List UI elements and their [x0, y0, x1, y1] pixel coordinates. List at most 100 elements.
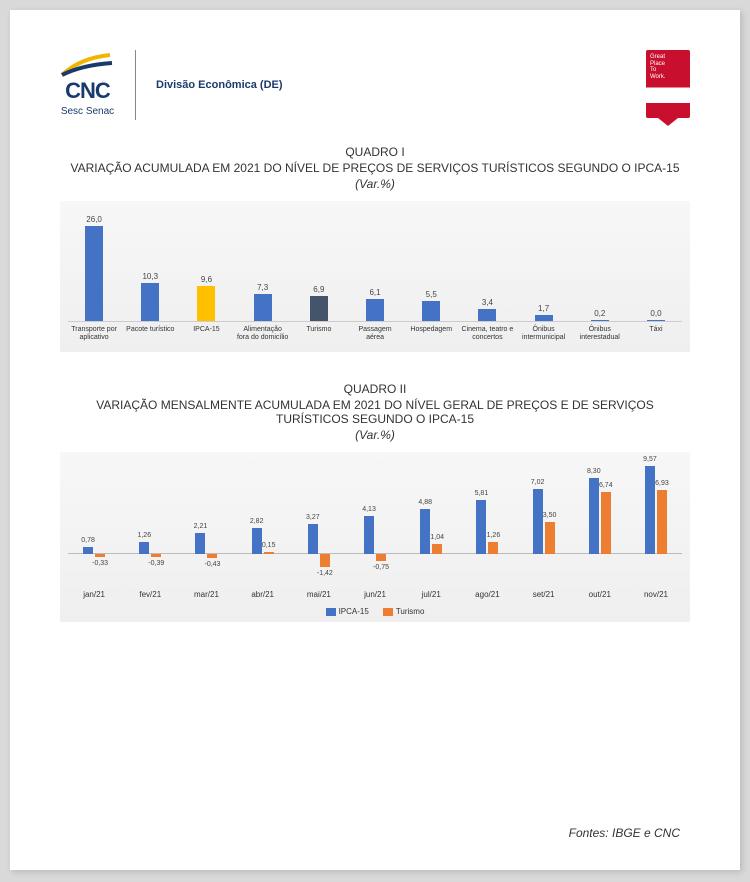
bar-value-label: 0,78: [81, 537, 95, 544]
chart2-bar-group: 1,26-0,39: [124, 462, 176, 572]
chart1-label: QUADRO I: [60, 145, 690, 159]
cnc-logo: CNC Sesc Senac: [60, 53, 115, 117]
bar-value-label: -0,75: [373, 564, 389, 571]
chart2-bar-ipca15: 4,13: [364, 516, 374, 554]
bar-value-label: 5,5: [426, 290, 437, 299]
chart1-bar: 10,3: [124, 272, 176, 321]
org-logo-block: CNC Sesc Senac Divisão Econômica (DE): [60, 50, 283, 120]
chart2-legend: IPCA-15Turismo: [68, 607, 682, 616]
bar-value-label: 0,15: [262, 542, 276, 549]
chart2-bar-group: 7,023,50: [518, 462, 570, 572]
chart1-category-label: Transporte por aplicativo: [68, 326, 120, 346]
chart1-category-label: IPCA-15: [180, 326, 232, 346]
chart2-bar-ipca15: 5,81: [476, 500, 486, 553]
chart2-title-block: QUADRO II VARIAÇÃO MENSALMENTE ACUMULADA…: [60, 382, 690, 442]
gptw-badge: Great Place To Work.: [646, 50, 690, 118]
chart1-bar: 6,1: [349, 288, 401, 321]
chart1-subtitle: (Var.%): [60, 177, 690, 191]
bar-value-label: 3,4: [482, 298, 493, 307]
chart1-bar: 9,6: [180, 275, 232, 321]
bar-value-label: 7,3: [257, 283, 268, 292]
chart2-bar-turismo: 1,26: [488, 542, 498, 554]
bar-value-label: 4,88: [418, 499, 432, 506]
chart2-bar-ipca15: 2,21: [195, 533, 205, 553]
chart2-bar-ipca15: 8,30: [589, 478, 599, 554]
bar-value-label: 6,93: [655, 480, 669, 487]
chart2-bars: 0,78-0,331,26-0,392,21-0,432,820,153,27-…: [68, 462, 682, 572]
chart1-categories: Transporte por aplicativoPacote turístic…: [68, 326, 682, 346]
chart2-bar-turismo: 1,04: [432, 544, 442, 554]
chart2-category-label: ago/21: [461, 590, 513, 599]
chart1-category-label: Ônibus interestadual: [574, 326, 626, 346]
chart2-categories: jan/21fev/21mar/21abr/21mai/21jun/21jul/…: [68, 590, 682, 599]
chart2-category-label: mai/21: [293, 590, 345, 599]
bar-rect: [591, 320, 609, 321]
chart2-bar-turismo: -0,75: [376, 554, 386, 561]
chart2-category-label: abr/21: [237, 590, 289, 599]
chart2-title: VARIAÇÃO MENSALMENTE ACUMULADA EM 2021 D…: [60, 398, 690, 426]
bar-value-label: 1,26: [487, 532, 501, 539]
chart2-bar-group: 3,27-1,42: [293, 462, 345, 572]
chart2-bar-turismo: 0,15: [264, 552, 274, 553]
bar-rect: [310, 296, 328, 321]
bar-value-label: 5,81: [475, 490, 489, 497]
chart1-category-label: Passagem aérea: [349, 326, 401, 346]
chart2-bar-turismo: 3,50: [545, 522, 555, 554]
chart1-category-label: Táxi: [630, 326, 682, 346]
chart2-area: 0,78-0,331,26-0,392,21-0,432,820,153,27-…: [60, 452, 690, 622]
chart2-bar-group: 5,811,26: [461, 462, 513, 572]
legend-swatch: [326, 608, 336, 616]
page-header: CNC Sesc Senac Divisão Econômica (DE) Gr…: [60, 50, 690, 120]
chart1-category-label: Hospedagem: [405, 326, 457, 346]
chart1-bars: 26,010,39,67,36,96,15,53,41,70,20,0: [68, 211, 682, 322]
bar-value-label: 7,02: [531, 479, 545, 486]
chart1-bar: 3,4: [461, 298, 513, 321]
chart2-bar-group: 2,82 0,15: [237, 462, 289, 572]
bar-value-label: -0,33: [92, 560, 108, 567]
bar-value-label: 2,82: [250, 518, 264, 525]
bar-rect: [197, 286, 215, 321]
chart2-bar-turismo: -1,42: [320, 554, 330, 567]
chart2-category-label: nov/21: [630, 590, 682, 599]
chart1-bar: 0,2: [574, 309, 626, 321]
chart2-category-label: fev/21: [124, 590, 176, 599]
chart1-bar: 6,9: [293, 285, 345, 321]
sub-brands: Sesc Senac: [61, 106, 114, 117]
chart2-category-label: set/21: [518, 590, 570, 599]
bar-value-label: 2,21: [194, 523, 208, 530]
bar-rect: [422, 301, 440, 321]
chart1-category-label: Turismo: [293, 326, 345, 346]
chart2-bar-ipca15: 3,27: [308, 524, 318, 554]
bar-value-label: 9,6: [201, 275, 212, 284]
chart1-title-block: QUADRO I VARIAÇÃO ACUMULADA EM 2021 DO N…: [60, 145, 690, 191]
divider: [135, 50, 136, 120]
sources-line: Fontes: IBGE e CNC: [569, 826, 680, 840]
bar-rect: [366, 299, 384, 321]
bar-rect: [535, 315, 553, 321]
bar-value-label: 10,3: [142, 272, 158, 281]
legend-item: IPCA-15: [326, 607, 369, 616]
chart2-bar-group: 4,881,04: [405, 462, 457, 572]
chart2-bar-turismo: -0,39: [151, 554, 161, 558]
chart2-bar-ipca15: 4,88: [420, 509, 430, 554]
badge-line: Great: [650, 54, 686, 61]
chart1-bar: 26,0: [68, 215, 120, 321]
document-page: CNC Sesc Senac Divisão Econômica (DE) Gr…: [10, 10, 740, 870]
chart1-bar: 5,5: [405, 290, 457, 321]
chart2-bar-group: 2,21-0,43: [180, 462, 232, 572]
bar-rect: [254, 294, 272, 321]
chart2-category-label: out/21: [574, 590, 626, 599]
bar-value-label: 6,9: [313, 285, 324, 294]
cnc-swoosh-icon: [60, 53, 115, 78]
chart1-title: VARIAÇÃO ACUMULADA EM 2021 DO NÍVEL DE P…: [60, 161, 690, 175]
chart2-bar-ipca15: 7,02: [533, 489, 543, 553]
chart2-bar-turismo: 6,93: [657, 490, 667, 554]
chart1-bar: 0,0: [630, 309, 682, 321]
bar-value-label: 6,1: [369, 288, 380, 297]
legend-swatch: [383, 608, 393, 616]
chart1-category-label: Cinema, teatro e concertos: [461, 326, 513, 346]
chart2-label: QUADRO II: [60, 382, 690, 396]
bar-value-label: 1,04: [430, 534, 444, 541]
chart2-bar-turismo: 6,74: [601, 492, 611, 554]
chart1-area: 26,010,39,67,36,96,15,53,41,70,20,0 Tran…: [60, 201, 690, 352]
